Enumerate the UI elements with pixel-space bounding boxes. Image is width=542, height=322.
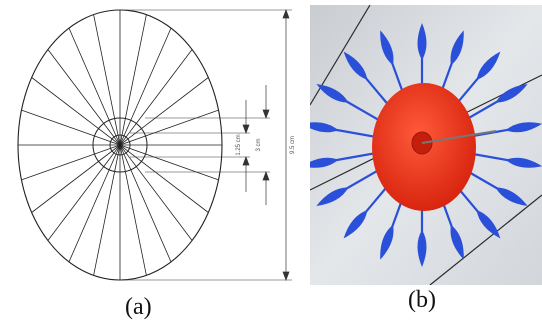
spoke-line — [68, 27, 121, 146]
spoke-line — [119, 144, 147, 276]
spoke-line — [93, 144, 121, 276]
dim-label-3cm: 3 cm — [256, 138, 262, 151]
hub-inner-circle — [109, 134, 131, 156]
dimension-1-25cm — [242, 100, 250, 192]
technical-drawing: 9.5 cm 1.25 cm 3 cm — [17, 9, 296, 281]
spoke-line — [21, 144, 121, 181]
spoke-line — [68, 144, 121, 263]
spoke-line — [119, 77, 209, 146]
spoke-line — [119, 144, 193, 241]
extension-lines — [120, 9, 292, 281]
spoke-line — [47, 144, 121, 241]
spoke-line — [119, 109, 219, 146]
spoke-lines — [18, 10, 222, 280]
spoke-line — [119, 144, 219, 181]
spoke-line — [93, 14, 121, 146]
caption-a: (a) — [125, 294, 152, 320]
spoke-line — [119, 144, 209, 213]
hub-outer-circle — [92, 117, 148, 173]
spoke-line — [31, 144, 121, 213]
axle-rod — [421, 130, 497, 144]
spoke-line — [119, 49, 193, 146]
photo-illustration — [310, 5, 542, 285]
spoke-line — [31, 77, 121, 146]
dim-label-1-25cm: 1.25 cm — [236, 134, 242, 155]
dimension-9-5cm — [282, 9, 290, 281]
spoke-line — [119, 144, 172, 263]
dimension-3cm — [262, 85, 270, 205]
caption-b: (b) — [408, 287, 436, 313]
dim-label-9-5cm: 9.5 cm — [290, 136, 296, 154]
spoke-line — [21, 109, 121, 146]
spoke-line — [119, 27, 172, 146]
spoke-line — [47, 49, 121, 146]
photograph — [310, 5, 542, 285]
spoke-line — [119, 14, 147, 146]
